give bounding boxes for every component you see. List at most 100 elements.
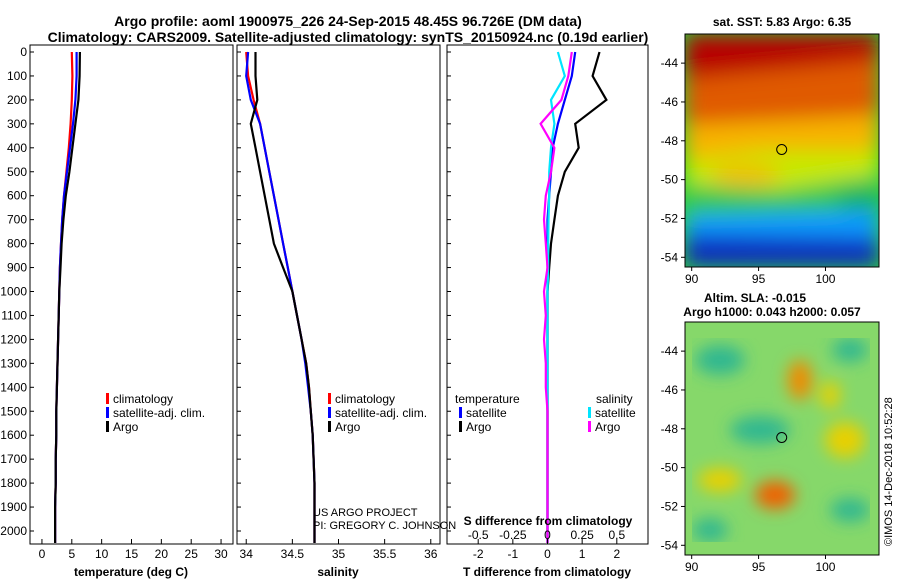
salinity-tick-label: 36 [424,547,438,561]
sst-lat-label: -50 [661,173,679,187]
legend-swatch-satellite [328,407,331,418]
difference-tick-label: -2 [473,547,484,561]
sla-lat-label: -54 [661,538,679,552]
legend-head-salinity: salinity [596,392,633,406]
legend-label: Argo [466,420,492,434]
legend-label: satellite [595,406,636,420]
legend-swatch-argo [328,421,331,432]
difference-tick-label: 2 [613,547,620,561]
difference-lines [539,51,608,543]
salinity-series-satellite-adj-clim- [245,51,316,543]
depth-tick-label: 1900 [0,500,27,514]
temperature-tick-label: 10 [95,547,109,561]
legend-swatch-climatology [106,393,109,404]
depth-tick-label: 100 [7,69,27,83]
depth-tick-label: 1600 [0,428,27,442]
depth-tick-label: 1100 [1,308,27,322]
depth-tick-label: 2000 [0,524,27,538]
legend-swatch-temp-argo [459,421,462,432]
legend-swatch-argo [106,421,109,432]
salinity-xlabel: salinity [317,565,359,579]
legend-swatch-satellite [106,407,109,418]
sla-lat-label: -50 [661,461,679,475]
difference-s-tick-label: 0 [544,528,551,542]
depth-tick-label: 700 [7,213,27,227]
depth-axis-labels: 0 100 200 300 400 500 600 700 800 900 1000 1100 1200… [0,45,27,538]
depth-tick-label: 500 [7,165,27,179]
depth-tick-label: 1800 [0,476,27,490]
depth-tick-label: 300 [7,117,27,131]
sla-lat-label: -48 [661,422,679,436]
sst-lon-label: 90 [685,272,699,286]
depth-tick-label: 400 [7,141,27,155]
difference-tick-label: 1 [579,547,586,561]
temperature-tick-label: 15 [125,547,139,561]
sst-map-frame [684,33,880,268]
sst-map-title: sat. SST: 5.83 Argo: 6.35 [713,15,852,29]
legend-label: Argo [335,420,361,434]
depth-tick-label: 1000 [0,285,27,299]
salinity-tick-label: 34 [240,547,254,561]
legend-label: Argo [595,420,621,434]
depth-tick-label: 1500 [0,404,27,418]
depth-tick-label: 600 [7,189,27,203]
depth-tick-label: 800 [7,237,27,251]
credit-line-1: US ARGO PROJECT [313,507,418,519]
sst-map [685,34,879,267]
legend-label: Argo [113,420,139,434]
salinity-tick-label: 35.5 [373,547,397,561]
legend-label: climatology [335,392,395,406]
temperature-xlabel: temperature (deg C) [74,565,188,579]
sla-map [685,322,879,555]
difference-series-temperature-argo [546,51,608,543]
depth-tick-label: 1400 [0,380,27,394]
difference-series-salinity-argo [539,51,573,543]
temperature-tick-label: 0 [39,547,46,561]
sla-map-frame [684,321,880,556]
depth-tick-label: 200 [7,93,27,107]
salinity-series-climatology [245,51,316,543]
difference-series-salinity-satellite [546,51,566,543]
title-line-1: Argo profile: aoml 1900975_226 24-Sep-20… [114,13,582,29]
temperature-series-argo [53,51,81,543]
sst-lon-label: 95 [752,272,766,286]
legend-label: satellite [466,406,507,420]
salinity-lines [245,51,316,543]
temperature-legend: climatology satellite-adj. clim. Argo [106,392,205,434]
temperature-series-climatology [53,51,74,543]
salinity-tick-label: 35 [332,547,346,561]
legend-swatch-climatology [328,393,331,404]
difference-s-tick-label: -0.5 [468,528,489,542]
depth-tick-label: 1700 [0,452,27,466]
difference-tick-label: -1 [508,547,519,561]
legend-swatch-sal-argo [588,421,591,432]
difference-series-temperature-satellite [546,51,577,543]
temperature-tick-label: 25 [185,547,199,561]
legend-swatch-sal-satellite [588,407,591,418]
temperature-lines [53,51,81,543]
sla-argo-marker [776,432,788,443]
sla-lon-label: 90 [685,560,699,574]
sst-lat-label: -48 [661,134,679,148]
difference-tick-label: 0 [544,547,551,561]
salinity-legend: climatology satellite-adj. clim. Argo [328,392,427,434]
legend-label: satellite-adj. clim. [113,406,205,420]
sla-lat-label: -52 [661,499,679,513]
credit-line-2: PI: GREGORY C. JOHNSON [313,520,456,532]
difference-s-tick-label: 0.25 [570,528,594,542]
depth-tick-label: 900 [7,261,27,275]
imos-stamp: ©IMOS 14-Dec-2018 10:52:28 [883,397,895,546]
sst-lat-label: -46 [661,95,679,109]
sst-lat-label: -54 [661,250,679,264]
sla-map-title-1: Altim. SLA: -0.015 [704,291,806,305]
sla-map-title-2: Argo h1000: 0.043 h2000: 0.057 [683,305,861,319]
salinity-panel-frame [236,44,441,545]
legend-label: satellite-adj. clim. [335,406,427,420]
sst-lat-label: -44 [661,56,679,70]
salinity-tick-label: 34.5 [281,547,305,561]
sst-lon-label: 100 [815,272,835,286]
temperature-tick-label: 5 [68,547,75,561]
map-axis-labels: -44 -46 -48 -50 -52 -54 90 95 100 -44 -46 -48 -50 -52… [661,56,836,574]
sst-argo-marker [776,144,788,155]
